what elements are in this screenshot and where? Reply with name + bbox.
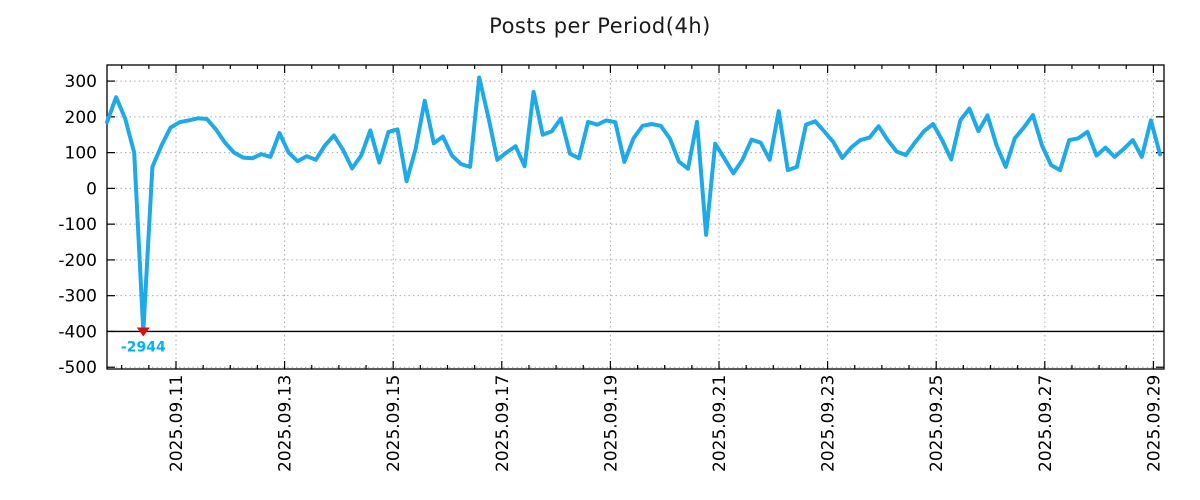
min-value-annotation: -2944 [121, 339, 166, 355]
y-tick-label: 300 [65, 72, 97, 92]
x-tick-label: 2025.09.25 [927, 375, 947, 472]
series-line [105, 75, 1162, 334]
y-tick-label: -400 [58, 322, 97, 342]
plot-frame [106, 64, 1165, 370]
x-tick-label: 2025.09.27 [1036, 375, 1056, 472]
y-tick-label: 100 [65, 144, 97, 164]
x-tick-label: 2025.09.23 [819, 375, 839, 472]
x-tick-label: 2025.09.19 [601, 375, 621, 472]
y-tick-label: -100 [58, 215, 97, 235]
y-tick-label: 0 [86, 179, 97, 199]
min-marker-icon [136, 327, 150, 337]
y-tick-label: -300 [58, 287, 97, 307]
y-tick-label: -200 [58, 251, 97, 271]
x-tick-label: 2025.09.13 [276, 375, 296, 472]
x-tick-label: 2025.09.17 [493, 375, 513, 472]
chart-title: Posts per Period(4h) [489, 14, 711, 38]
y-tick-label: -500 [58, 358, 97, 378]
y-tick-label: 200 [65, 108, 97, 128]
x-tick-label: 2025.09.29 [1144, 375, 1164, 472]
x-tick-label: 2025.09.11 [167, 375, 187, 472]
x-tick-label: 2025.09.15 [384, 375, 404, 472]
x-tick-label: 2025.09.21 [710, 375, 730, 472]
